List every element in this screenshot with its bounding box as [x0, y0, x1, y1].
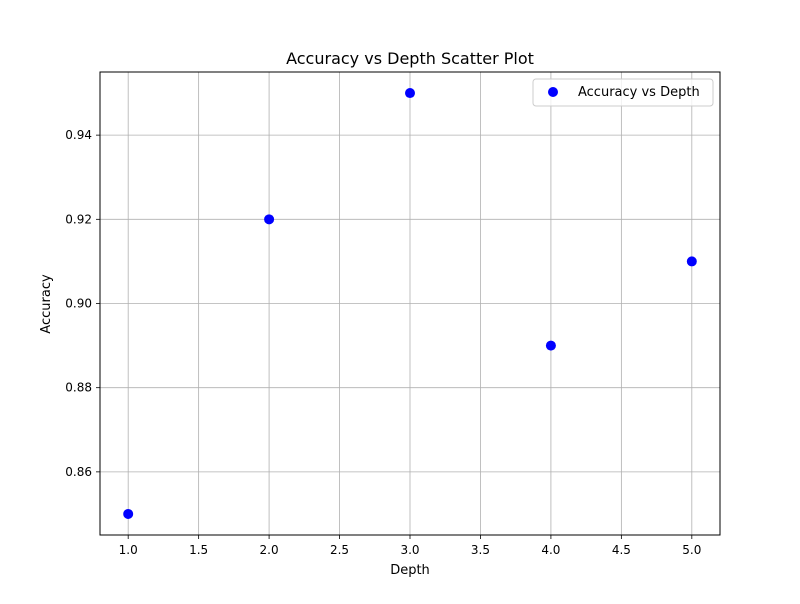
y-tick-label: 0.90	[65, 297, 92, 311]
x-tick-label: 2.0	[260, 543, 279, 557]
x-tick-label: 4.5	[612, 543, 631, 557]
y-tick-label: 0.88	[65, 381, 92, 395]
x-axis-label: Depth	[390, 563, 430, 578]
legend: Accuracy vs Depth	[532, 78, 714, 107]
y-axis-label: Accuracy	[39, 274, 54, 334]
data-point	[405, 88, 415, 99]
scatter-points	[123, 88, 697, 519]
data-point	[545, 340, 556, 351]
grid-lines	[100, 72, 720, 535]
x-tick-label: 3.5	[471, 543, 490, 557]
legend-marker	[548, 87, 558, 97]
x-tick-label: 5.0	[682, 543, 701, 557]
y-axis-ticks: 0.86 0.88 0.90 0.92 0.94	[65, 128, 100, 479]
x-tick-label: 4.0	[541, 543, 560, 557]
legend-box	[532, 78, 714, 107]
x-axis-ticks: 1.0 1.5 2.0 2.5 3.0 3.5 4.0 4.5 5.0	[119, 535, 701, 557]
x-tick-label: 1.5	[189, 543, 208, 557]
y-tick-label: 0.86	[65, 465, 92, 479]
legend-label: Accuracy vs Depth	[578, 85, 700, 100]
data-point	[123, 508, 134, 519]
y-tick-label: 0.94	[65, 128, 92, 142]
data-point	[686, 256, 697, 267]
chart-title: Accuracy vs Depth Scatter Plot	[286, 49, 534, 68]
x-tick-label: 1.0	[119, 543, 138, 557]
y-tick-label: 0.92	[65, 212, 92, 226]
x-tick-label: 3.0	[400, 543, 419, 557]
x-tick-label: 2.5	[330, 543, 349, 557]
data-point	[264, 214, 275, 225]
